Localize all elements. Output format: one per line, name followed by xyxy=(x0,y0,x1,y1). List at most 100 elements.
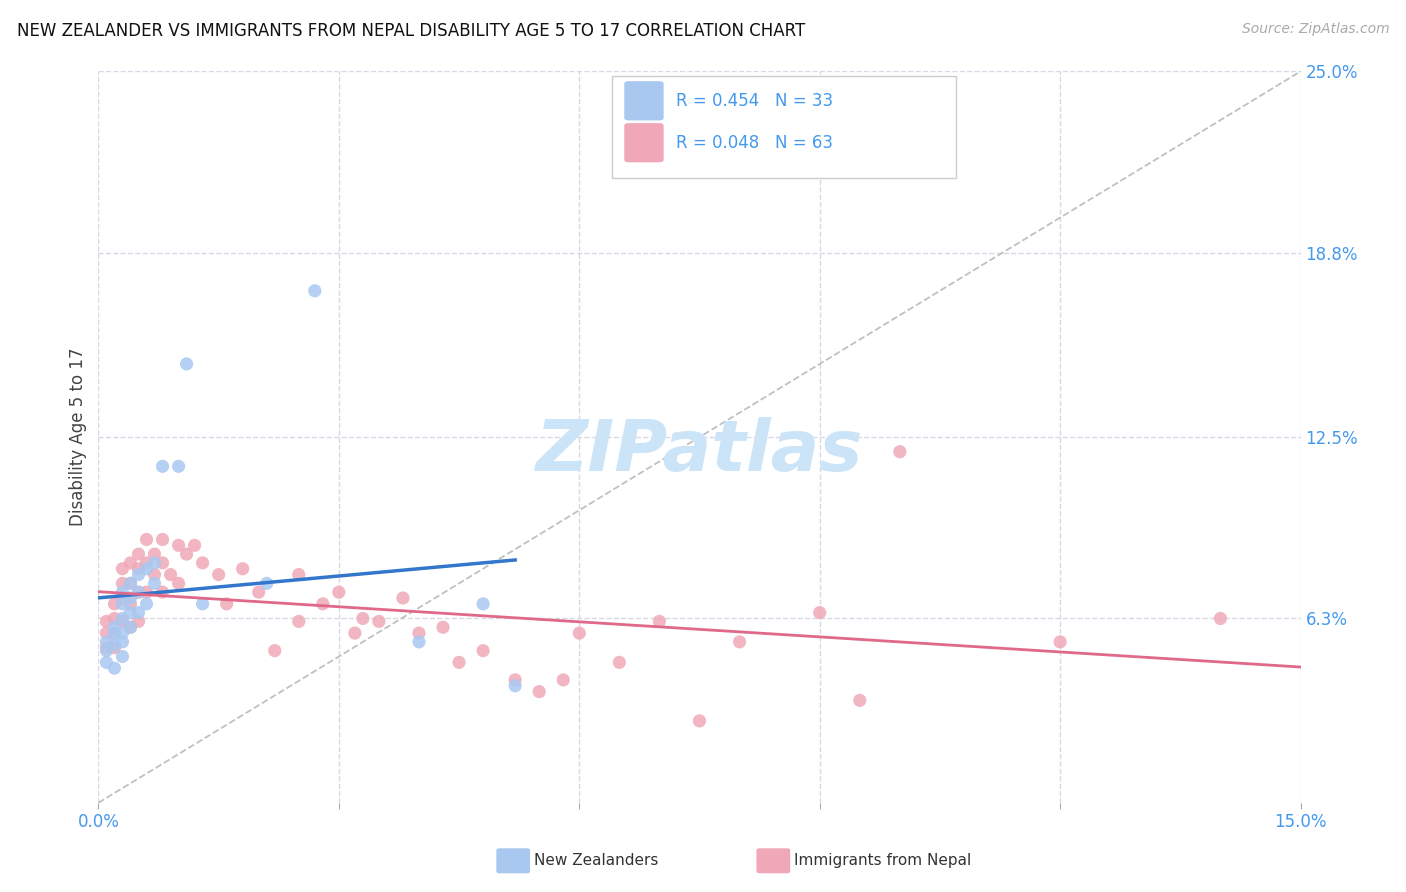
Point xyxy=(96,656,118,670)
Point xyxy=(135,533,157,547)
Point xyxy=(120,620,142,634)
Point xyxy=(103,638,125,652)
Point xyxy=(111,591,134,605)
Point xyxy=(128,615,150,629)
Point xyxy=(111,585,134,599)
Point xyxy=(408,635,430,649)
Point xyxy=(312,597,335,611)
Point xyxy=(96,615,118,629)
Point xyxy=(96,626,118,640)
Point xyxy=(143,576,166,591)
Text: NEW ZEALANDER VS IMMIGRANTS FROM NEPAL DISABILITY AGE 5 TO 17 CORRELATION CHART: NEW ZEALANDER VS IMMIGRANTS FROM NEPAL D… xyxy=(17,22,806,40)
Point xyxy=(120,576,142,591)
Point xyxy=(128,567,150,582)
Point xyxy=(288,615,311,629)
Point xyxy=(447,656,470,670)
Point xyxy=(103,640,125,655)
Point xyxy=(120,556,142,570)
Point xyxy=(503,673,526,687)
Point xyxy=(111,626,134,640)
Point xyxy=(128,562,150,576)
Point xyxy=(111,649,134,664)
Point xyxy=(96,643,118,657)
Point xyxy=(232,562,254,576)
Point xyxy=(135,562,157,576)
Text: ZIPatlas: ZIPatlas xyxy=(536,417,863,486)
Point xyxy=(247,585,270,599)
Point xyxy=(609,656,631,670)
Point xyxy=(256,576,278,591)
Point xyxy=(120,606,142,620)
Y-axis label: Disability Age 5 to 17: Disability Age 5 to 17 xyxy=(69,348,87,526)
Point xyxy=(103,597,125,611)
Point xyxy=(111,615,134,629)
Point xyxy=(96,635,118,649)
Point xyxy=(304,284,326,298)
Point xyxy=(103,626,125,640)
Point xyxy=(167,538,190,552)
Point xyxy=(111,562,134,576)
Point xyxy=(392,591,415,605)
Point xyxy=(103,611,125,625)
Point xyxy=(152,533,174,547)
Text: R = 0.454   N = 33: R = 0.454 N = 33 xyxy=(676,92,834,110)
Point xyxy=(152,585,174,599)
Point xyxy=(128,585,150,599)
Point xyxy=(288,567,311,582)
Point xyxy=(343,626,366,640)
Point xyxy=(111,597,134,611)
Point xyxy=(111,576,134,591)
Point xyxy=(503,679,526,693)
Point xyxy=(472,597,495,611)
Point xyxy=(128,547,150,561)
Point xyxy=(568,626,591,640)
Point xyxy=(352,611,374,625)
Point xyxy=(689,714,711,728)
Point xyxy=(432,620,454,634)
Point xyxy=(135,556,157,570)
Point xyxy=(96,640,118,655)
Point xyxy=(103,626,125,640)
Point xyxy=(808,606,831,620)
Point xyxy=(176,357,198,371)
Point xyxy=(529,684,551,698)
Point xyxy=(167,576,190,591)
Point xyxy=(111,611,134,625)
Text: Immigrants from Nepal: Immigrants from Nepal xyxy=(794,854,972,868)
Point xyxy=(215,597,238,611)
Point xyxy=(1049,635,1071,649)
Point xyxy=(143,567,166,582)
Point xyxy=(128,606,150,620)
Point xyxy=(159,567,181,582)
Point xyxy=(368,615,391,629)
Point xyxy=(1209,611,1232,625)
Point xyxy=(191,556,214,570)
Point xyxy=(152,556,174,570)
Point xyxy=(263,643,285,657)
Point xyxy=(135,585,157,599)
Point xyxy=(111,635,134,649)
Text: Source: ZipAtlas.com: Source: ZipAtlas.com xyxy=(1241,22,1389,37)
Point xyxy=(135,597,157,611)
Point xyxy=(183,538,205,552)
Point xyxy=(889,444,911,458)
Point xyxy=(849,693,872,707)
Point xyxy=(176,547,198,561)
Point xyxy=(120,576,142,591)
Point xyxy=(728,635,751,649)
Point xyxy=(143,547,166,561)
Point xyxy=(553,673,575,687)
Text: New Zealanders: New Zealanders xyxy=(534,854,658,868)
Point xyxy=(120,597,142,611)
Point xyxy=(472,643,495,657)
Point xyxy=(167,459,190,474)
Text: R = 0.048   N = 63: R = 0.048 N = 63 xyxy=(676,134,834,152)
Point xyxy=(143,556,166,570)
Point xyxy=(328,585,350,599)
Point xyxy=(191,597,214,611)
Point xyxy=(103,661,125,675)
Point xyxy=(120,591,142,605)
Point xyxy=(120,620,142,634)
Point xyxy=(408,626,430,640)
Point xyxy=(128,585,150,599)
